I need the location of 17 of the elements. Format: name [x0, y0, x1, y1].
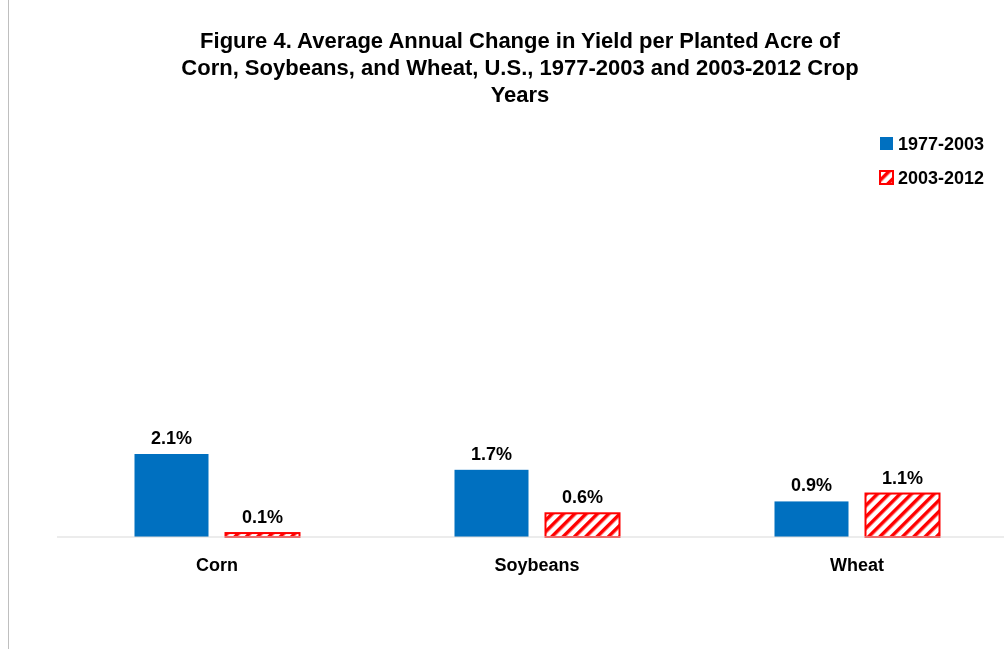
data-label: 0.9%: [790, 475, 833, 496]
data-label: 0.1%: [241, 507, 284, 528]
x-tick-label: Wheat: [830, 555, 885, 575]
bar: [134, 454, 209, 537]
chart-title: Figure 4. Average Annual Change in Yield per Planted Acre of Corn, Soybeans, and Wheat, U.S., 1977-2003 and 2003-2012 Crop Years: [181, 28, 859, 107]
data-label: 0.6%: [561, 487, 604, 508]
data-label: 2.1%: [150, 428, 193, 448]
bar: [774, 501, 849, 537]
bar: [454, 469, 529, 537]
x-tick-label: Soybeans: [494, 555, 580, 575]
legend-label: 1977-2003: [898, 134, 985, 154]
data-label: 1.1%: [881, 467, 924, 488]
legend-label: 2003-2012: [898, 168, 985, 188]
bar: [544, 512, 621, 538]
x-tick-label: Corn: [196, 555, 238, 575]
bar: [864, 492, 941, 538]
data-label: 1.7%: [470, 443, 513, 464]
